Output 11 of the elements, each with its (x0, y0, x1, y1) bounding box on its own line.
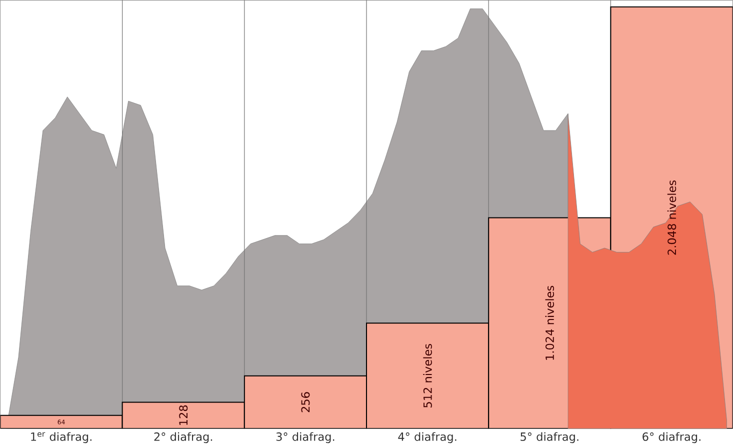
x-tick-label: 5° diafrag. (520, 432, 578, 444)
x-tick-label: 1$^{er}$ diafrag. (31, 432, 92, 444)
data-label: 2.048 niveles (667, 180, 676, 255)
x-tick-label: 6° diafrag. (642, 432, 700, 444)
data-label: 128 (179, 406, 188, 426)
data-label: 1.024 niveles (545, 286, 554, 360)
data-label: 256 (301, 392, 310, 412)
x-tick-label: 2° diafrag. (154, 432, 212, 444)
x-tick-label: 3° diafrag. (276, 432, 334, 444)
x-tick-label: 4° diafrag. (398, 432, 456, 444)
data-label: 512 niveles (423, 344, 432, 408)
